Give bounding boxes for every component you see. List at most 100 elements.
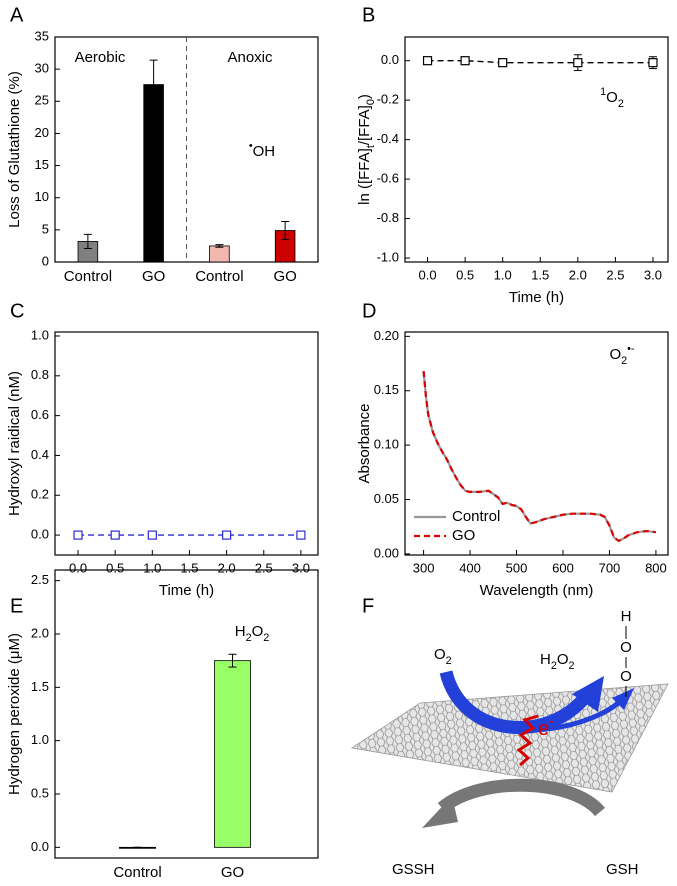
diagram-label: O [620, 639, 632, 656]
legend-label: Control [452, 508, 500, 525]
diagram-panel: F O2 H2O2 H O O e- GSSH GSH [350, 595, 669, 878]
text-part: 2 [621, 355, 627, 367]
panel-label: E [10, 595, 23, 617]
y-tick-label: 0.6 [31, 407, 49, 422]
y-tick-label: 0.10 [374, 437, 399, 452]
marker [222, 530, 232, 540]
x-tick-label: 3.0 [644, 267, 662, 282]
text-part: 2 [246, 632, 252, 644]
y-tick-label: 0 [42, 253, 49, 268]
plot-frame [404, 36, 669, 263]
x-tick-label: 300 [413, 560, 435, 575]
text-part: H [540, 651, 551, 668]
x-tick-label: Control [195, 268, 243, 285]
x-tick-label: 600 [552, 560, 574, 575]
text-part: 2 [569, 660, 575, 672]
y-axis-label: Absorbance [356, 403, 373, 483]
annotation: H2O2 [235, 623, 270, 644]
marker [296, 530, 306, 540]
y-tick-label: 1.5 [31, 679, 49, 694]
x-tick-label: 0.0 [69, 560, 87, 575]
x-tick-label: 500 [506, 560, 528, 575]
bar [214, 660, 251, 848]
text-part: 0 [365, 99, 377, 105]
x-axis-label: Time (h) [159, 582, 214, 599]
panel-label: F [362, 595, 374, 617]
y-tick-label: 25 [35, 93, 49, 108]
marker [147, 530, 157, 540]
annotation: O2•- [609, 343, 634, 367]
y-tick-label: -0.8 [377, 210, 399, 225]
text-part: O [557, 651, 569, 668]
y-tick-label: 0.05 [374, 491, 399, 506]
x-tick-label: Control [64, 268, 112, 285]
panel-label: D [362, 300, 376, 322]
diagram-label: O2 [434, 646, 452, 667]
y-tick-label: 0.0 [381, 52, 399, 67]
diagram-label: H2O2 [540, 651, 575, 672]
y-tick-label: 30 [35, 61, 49, 76]
x-tick-label: 700 [599, 560, 621, 575]
y-tick-label: 0.15 [374, 382, 399, 397]
arrow-head [422, 796, 458, 828]
annotation: Aerobic [75, 49, 126, 66]
marker [110, 530, 120, 540]
marker [460, 56, 470, 66]
text-part: •- [627, 343, 635, 355]
y-tick-label: 2.5 [31, 572, 49, 587]
text-part: 2 [446, 655, 452, 667]
x-tick-label: 0.5 [106, 560, 124, 575]
text-part: 2 [263, 632, 269, 644]
x-tick-label: Control [113, 864, 161, 881]
y-tick-label: 1.0 [31, 732, 49, 747]
text-part: 2 [618, 98, 624, 110]
x-tick-label: GO [221, 864, 244, 881]
y-tick-label: 20 [35, 125, 49, 140]
y-axis-label: Loss of Glutathione (%) [6, 71, 23, 228]
marker [73, 530, 83, 540]
x-tick-label: 0.5 [456, 267, 474, 282]
marker [422, 56, 433, 66]
y-tick-label: 0.00 [374, 545, 399, 560]
arrow [499, 698, 624, 733]
series-line [422, 371, 657, 543]
arrow-head [612, 688, 634, 710]
x-tick-label: 0.0 [419, 267, 437, 282]
y-tick-label: 0.0 [31, 527, 49, 542]
x-tick-label: GO [273, 268, 296, 285]
diagram-label: GSSH [392, 861, 435, 878]
x-tick-label: GO [142, 268, 165, 285]
bar [209, 245, 230, 263]
text-part: 2 [551, 660, 557, 672]
text-part: O [606, 89, 618, 106]
plot-frame [54, 331, 319, 556]
bar [143, 84, 164, 263]
y-tick-label: 0.8 [31, 367, 49, 382]
y-tick-label: 5 [42, 221, 49, 236]
x-tick-label: 2.5 [255, 560, 273, 575]
x-tick-label: 2.0 [218, 560, 236, 575]
text-part: 1 [600, 86, 606, 98]
diagram-label: e- [538, 714, 554, 740]
x-tick-label: 3.0 [292, 560, 310, 575]
text-part: • [249, 140, 253, 152]
text-part: O [434, 646, 446, 663]
y-axis-label: ln ([FFA]t/[FFA]0) [356, 94, 377, 205]
x-tick-label: 1.0 [494, 267, 512, 282]
text-part: ln ([FFA] [356, 148, 373, 205]
marker [648, 58, 658, 68]
y-tick-label: 1.0 [31, 327, 49, 342]
y-tick-label: 0.5 [31, 785, 49, 800]
graphene-lattice [350, 683, 669, 793]
annotation: Anoxic [227, 49, 273, 66]
y-tick-label: 0.20 [374, 328, 399, 343]
diagram-label: H [621, 608, 632, 625]
x-tick-label: 800 [645, 560, 667, 575]
text-part: H [235, 623, 246, 640]
plot-frame [54, 569, 319, 859]
x-tick-label: 1.5 [180, 560, 198, 575]
y-tick-label: -0.6 [377, 171, 399, 186]
x-tick-label: 400 [459, 560, 481, 575]
y-tick-label: 35 [35, 28, 49, 43]
